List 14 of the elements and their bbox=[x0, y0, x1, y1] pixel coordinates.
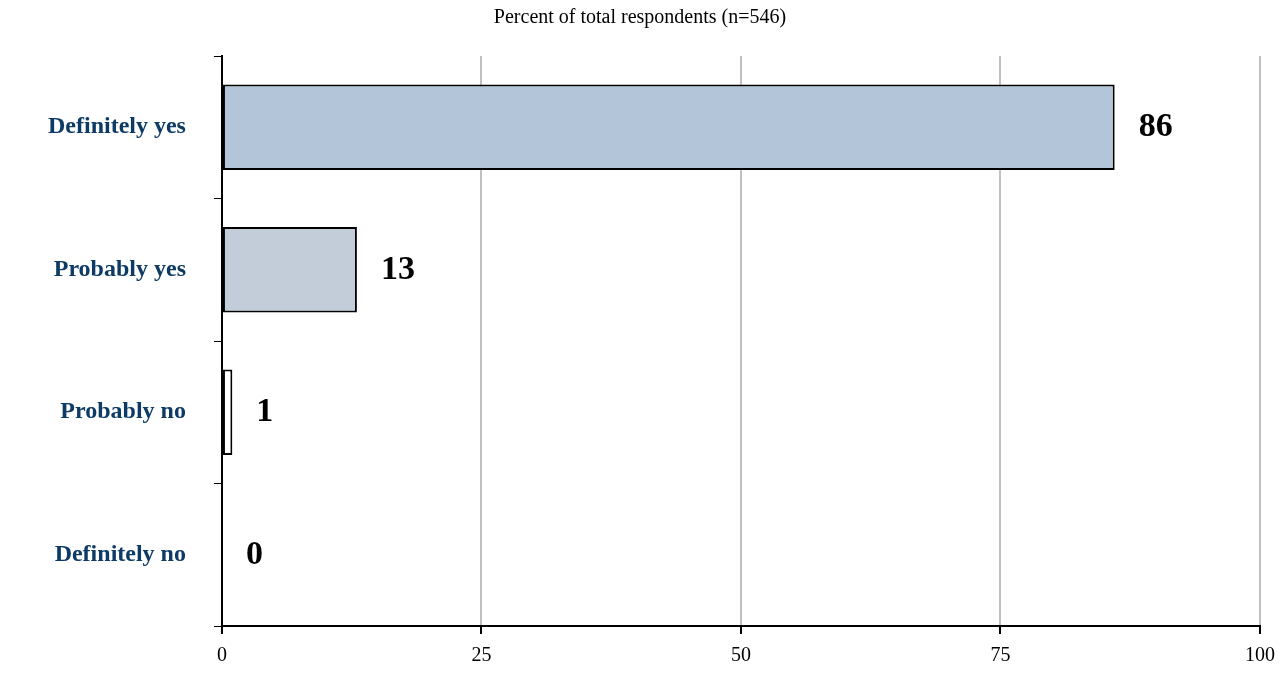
data-label: 1 bbox=[256, 391, 274, 429]
x-tick-label: 75 bbox=[990, 643, 1011, 666]
x-tick-label: 50 bbox=[730, 643, 751, 666]
x-tick-label: 100 bbox=[1245, 643, 1275, 666]
data-label: 86 bbox=[1138, 106, 1173, 144]
y-tick-label: Definitely no bbox=[54, 539, 186, 566]
data-label: 13 bbox=[380, 248, 415, 286]
chart-subtitle: Percent of total respondents (n=546) bbox=[493, 5, 787, 29]
data-label: 0 bbox=[245, 533, 263, 571]
x-tick-label: 0 bbox=[216, 643, 227, 666]
x-tick-label: 25 bbox=[471, 643, 492, 666]
y-tick-label: Probably no bbox=[60, 397, 186, 424]
y-tick-label: Probably yes bbox=[53, 254, 186, 281]
y-tick-label: Definitely yes bbox=[48, 112, 186, 139]
